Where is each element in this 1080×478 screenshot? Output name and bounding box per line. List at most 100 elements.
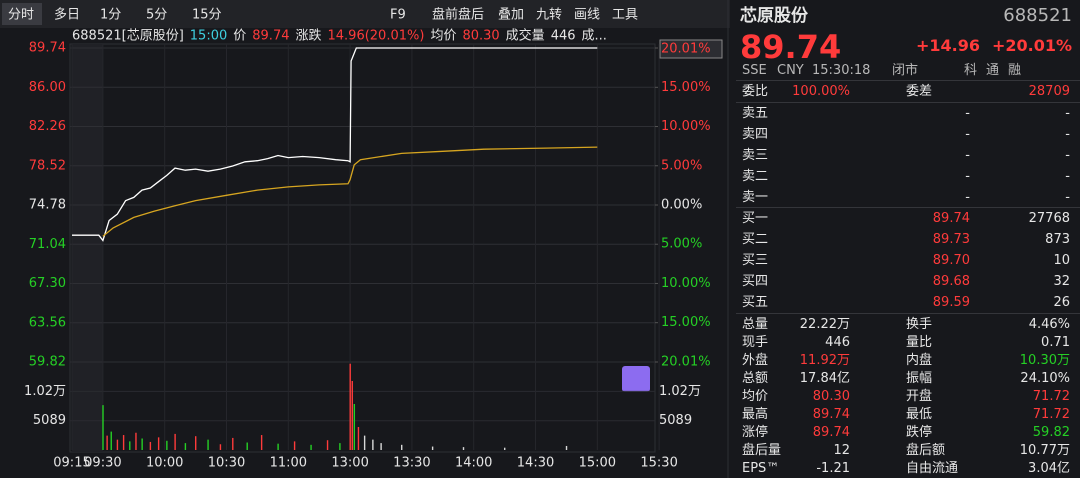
value: 32 — [1053, 274, 1070, 289]
label: 总量 — [742, 317, 769, 332]
volume-bar — [149, 441, 152, 450]
volume-bar — [141, 438, 143, 450]
label: EPS™ — [742, 461, 780, 476]
volume-bar — [357, 426, 360, 450]
value: 89.59 — [932, 295, 970, 310]
label: 跌停 — [906, 425, 933, 440]
label: 委差 — [906, 84, 933, 99]
info-text: 涨跌 — [295, 28, 321, 44]
volume-bar — [326, 440, 329, 450]
volume-bar — [310, 444, 312, 450]
value: 3.04亿 — [1028, 461, 1070, 476]
value: 10.77万 — [1019, 443, 1070, 458]
value: - — [965, 169, 970, 184]
value: 17.84亿 — [799, 371, 850, 386]
y-tick-label: 63.56 — [29, 315, 66, 330]
value: 22.22万 — [799, 317, 850, 332]
label: 委比 — [742, 84, 769, 99]
volume-bar — [246, 442, 248, 450]
value: 89.74 — [812, 425, 850, 440]
value: 59.82 — [1032, 425, 1070, 440]
value: 89.74 — [932, 211, 970, 226]
value: - — [1065, 106, 1070, 121]
meta: 闭市 — [892, 63, 919, 78]
label: 卖五 — [742, 106, 769, 121]
stock-name: 芯原股份 — [740, 6, 808, 26]
value: 446 — [825, 335, 850, 350]
separator — [736, 102, 1080, 103]
value: - — [1065, 190, 1070, 205]
y2-tick-label: 5.00% — [661, 237, 702, 252]
volume-bar — [277, 443, 279, 450]
volume-bar — [110, 431, 112, 450]
y2-tick-label: 5.00% — [661, 158, 702, 173]
meta: 15:30:18 — [812, 63, 871, 78]
x-tick-label: 13:30 — [393, 456, 430, 471]
y-tick-label: 86.00 — [29, 80, 66, 95]
tab[interactable]: 多日 — [54, 7, 80, 23]
label: 买二 — [742, 232, 769, 247]
volume-bar — [565, 445, 568, 450]
x-tick-label: 10:00 — [146, 456, 183, 471]
label: 盘后额 — [906, 443, 946, 458]
tool[interactable]: 盘前盘后 — [432, 7, 484, 23]
label: 卖四 — [742, 127, 769, 142]
value: - — [1065, 169, 1070, 184]
label: 买四 — [742, 274, 769, 289]
volume-bar — [504, 447, 506, 450]
tab[interactable]: 15分 — [192, 8, 222, 23]
volume-bar — [339, 443, 341, 450]
y2-tick-label: 15.00% — [661, 80, 711, 95]
tab[interactable]: 分时 — [8, 8, 34, 23]
tab[interactable]: 5分 — [146, 8, 167, 23]
volume-bar — [129, 441, 131, 450]
volume-bar — [232, 437, 234, 450]
value: 12 — [833, 443, 850, 458]
meta: CNY — [777, 63, 804, 78]
vol-tick-label-right: 5089 — [659, 413, 692, 428]
volume-bar — [116, 439, 119, 450]
info-text: 14.96(20.01%) — [328, 29, 425, 44]
volume-bar — [207, 439, 209, 450]
value: 26 — [1053, 295, 1070, 310]
separator — [736, 207, 1080, 208]
x-tick-label: 15:00 — [579, 456, 616, 471]
volume-bar — [372, 439, 374, 450]
y-tick-label: 59.82 — [29, 355, 66, 370]
separator — [736, 313, 1080, 314]
label: 内盘 — [906, 353, 933, 368]
volume-bar — [431, 446, 434, 450]
tool[interactable]: 九转 — [536, 8, 562, 23]
value: 71.72 — [1032, 389, 1070, 404]
tab[interactable]: 1分 — [100, 8, 121, 23]
y-tick-label: 71.04 — [29, 237, 66, 252]
plot-area — [69, 43, 656, 453]
widget[interactable] — [622, 366, 650, 392]
volume-bar — [166, 440, 168, 450]
value: 89.73 — [932, 232, 970, 247]
tool[interactable]: 叠加 — [498, 8, 524, 23]
info-text: 89.74 — [252, 29, 289, 44]
volume-bar — [122, 435, 125, 450]
value: 873 — [1045, 232, 1070, 247]
label: 买五 — [742, 295, 769, 310]
value: -1.21 — [816, 461, 850, 476]
volume-bar — [363, 435, 366, 450]
y2-tick-label: 15.00% — [661, 315, 711, 330]
value: 10 — [1053, 253, 1070, 268]
info-text: 成... — [582, 29, 607, 44]
collapse[interactable]: « — [729, 413, 730, 428]
volume-bar — [349, 363, 351, 450]
vol-tick-label: 5089 — [33, 413, 66, 428]
info-text: 15:00 — [190, 29, 227, 44]
volume-bar — [260, 435, 263, 450]
value: 10.30万 — [1019, 353, 1070, 368]
tool[interactable]: F9 — [390, 8, 406, 23]
volume-bar — [462, 447, 465, 450]
tool[interactable]: 画线 — [574, 8, 600, 23]
label: 卖三 — [742, 148, 769, 163]
value: - — [965, 148, 970, 163]
tool[interactable]: 工具 — [612, 8, 638, 23]
separator — [736, 80, 1080, 81]
